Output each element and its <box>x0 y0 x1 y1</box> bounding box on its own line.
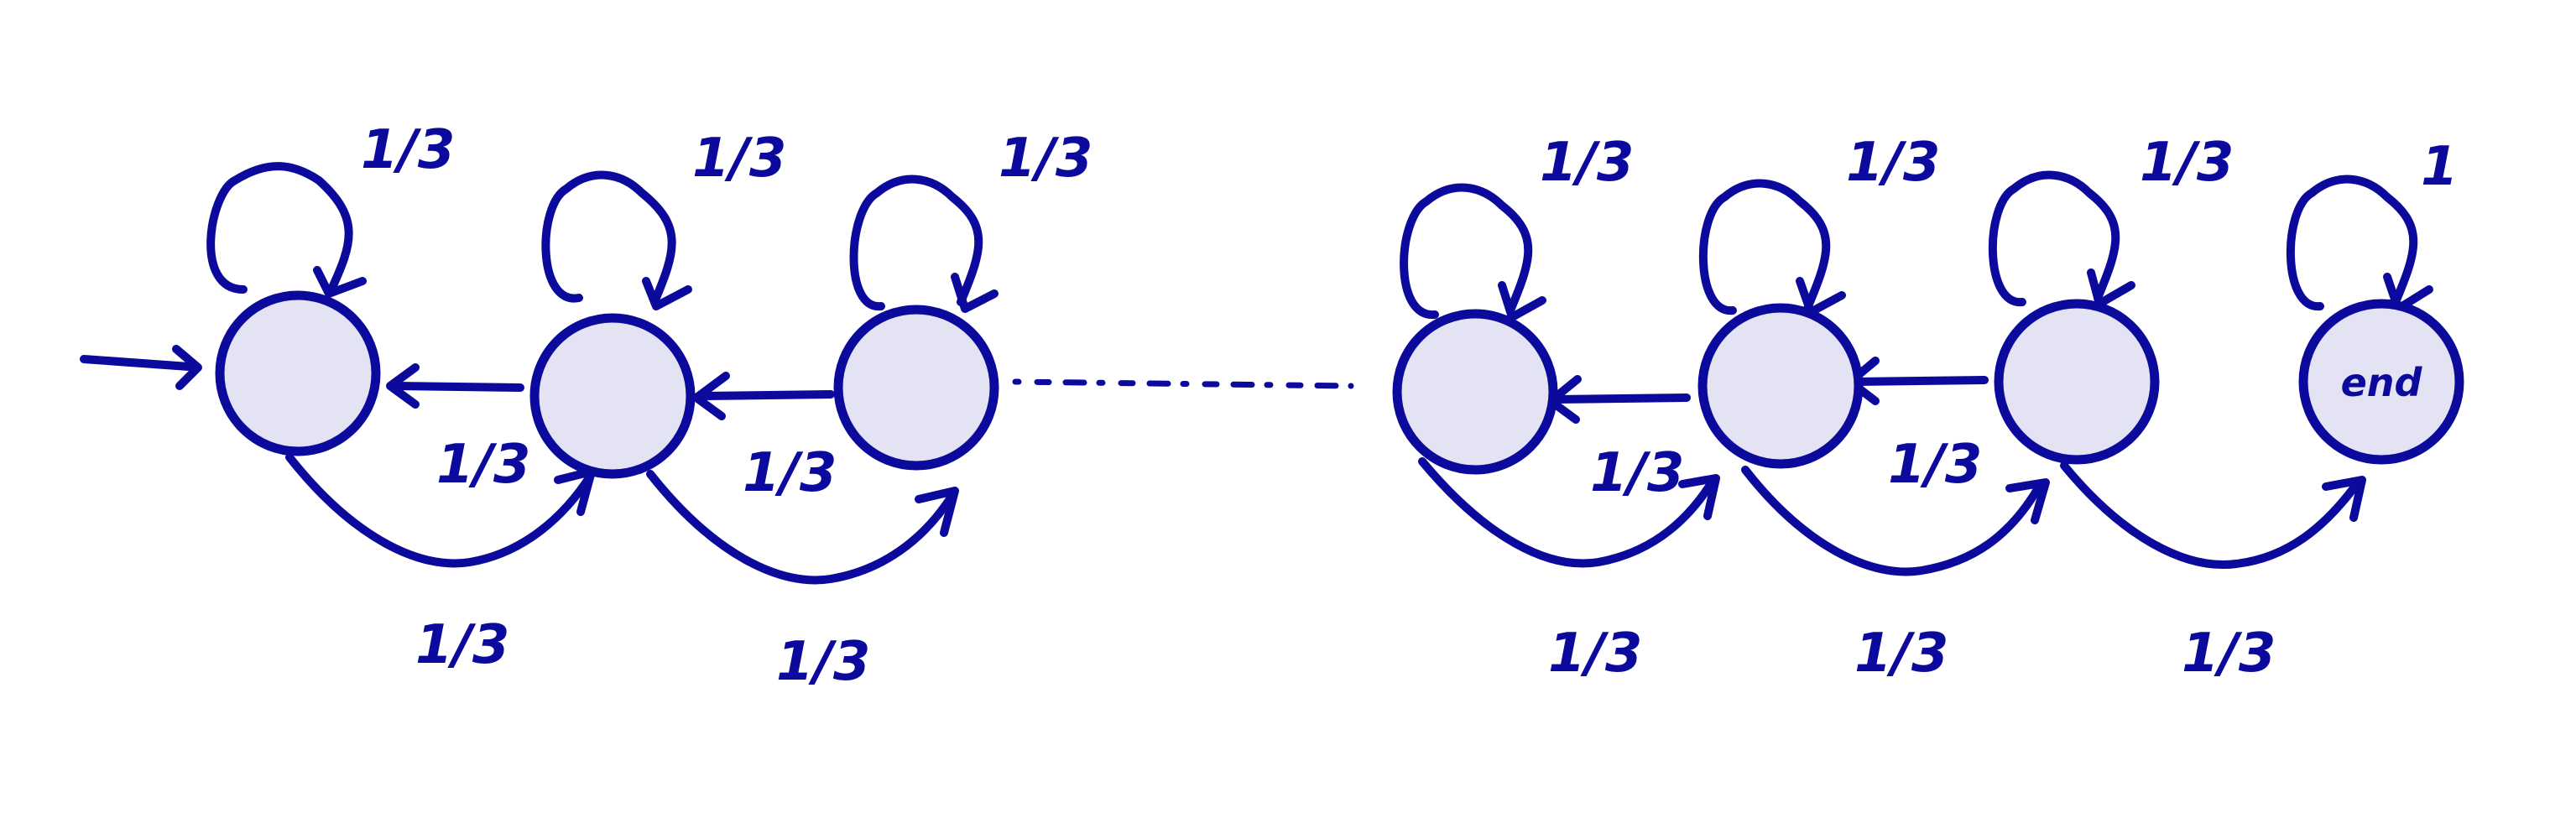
back-edge-s6-s5 <box>1846 357 1989 405</box>
label-fwd-s4-s5: 1/3 <box>1548 623 1642 685</box>
label-back-s3-s2: 1/3 <box>743 442 837 504</box>
fwd-edge-s5-s6 <box>1741 466 2050 576</box>
label-fwd-s2-s3: 1/3 <box>776 631 870 693</box>
state-s4 <box>1392 309 1558 475</box>
label-loop-s1: 1/3 <box>361 119 455 181</box>
label-back-s2-s1: 1/3 <box>436 434 530 496</box>
label-loop-s6: 1/3 <box>2140 132 2234 194</box>
state-s2 <box>529 313 696 479</box>
back-edge-s5-s4 <box>1546 375 1691 424</box>
back-edge-s3-s2 <box>692 372 835 420</box>
ellipsis-connector <box>1012 378 1354 389</box>
label-back-s6-s5: 1/3 <box>1888 434 1982 496</box>
fwd-edge-s2-s3 <box>646 470 959 585</box>
self-loop-end <box>2286 175 2433 313</box>
self-loop-s3 <box>849 175 999 313</box>
end-node-label: end <box>2341 360 2423 405</box>
state-s3 <box>833 305 999 471</box>
self-loop-s5 <box>1698 179 1846 316</box>
fwd-edge-s6-end <box>2060 461 2366 569</box>
self-loop-s2 <box>541 170 692 310</box>
self-loop-s4 <box>1400 183 1546 321</box>
label-loop-s2: 1/3 <box>692 128 786 190</box>
label-loop-s5: 1/3 <box>1846 132 1940 194</box>
fwd-edge-s4-s5 <box>1418 457 1720 568</box>
label-fwd-s1-s2: 1/3 <box>415 614 509 676</box>
state-s1 <box>215 290 381 456</box>
self-loop-s6 <box>1988 170 2135 308</box>
label-back-s5-s4: 1/3 <box>1590 442 1684 504</box>
back-edge-s2-s1 <box>386 363 524 409</box>
label-loop-s3: 1/3 <box>999 128 1092 190</box>
label-loop-end: 1 <box>2421 136 2459 198</box>
label-fwd-s6-end: 1/3 <box>2182 623 2276 685</box>
state-s6 <box>1994 299 2160 465</box>
label-fwd-s5-s6: 1/3 <box>1854 623 1948 685</box>
self-loop-s1 <box>206 162 367 298</box>
label-loop-s4: 1/3 <box>1540 132 1634 194</box>
start-arrow <box>80 345 202 390</box>
state-end <box>2298 299 2464 465</box>
state-s5 <box>1697 303 1864 469</box>
